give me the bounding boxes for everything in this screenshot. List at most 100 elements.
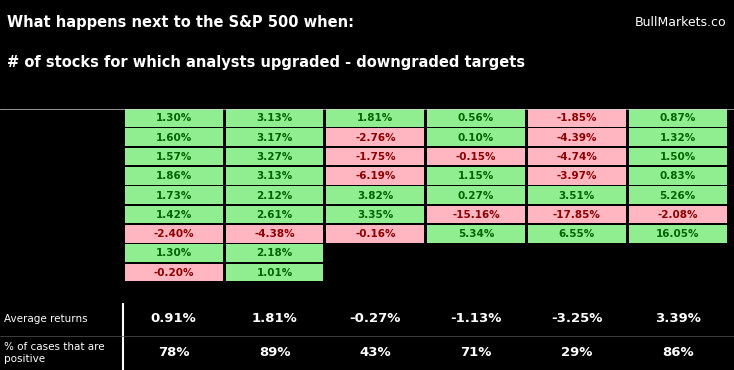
Text: -4.38%: -4.38% bbox=[254, 229, 295, 239]
FancyBboxPatch shape bbox=[125, 128, 222, 146]
FancyBboxPatch shape bbox=[327, 128, 424, 146]
Text: 1.15%: 1.15% bbox=[458, 171, 494, 181]
FancyBboxPatch shape bbox=[427, 128, 525, 146]
FancyBboxPatch shape bbox=[125, 206, 222, 223]
Text: March 26, 2019: March 26, 2019 bbox=[4, 191, 85, 201]
Text: 1.32%: 1.32% bbox=[660, 132, 696, 142]
FancyBboxPatch shape bbox=[629, 206, 727, 223]
FancyBboxPatch shape bbox=[225, 167, 324, 185]
FancyBboxPatch shape bbox=[327, 148, 424, 165]
FancyBboxPatch shape bbox=[327, 167, 424, 185]
Text: 0.91%: 0.91% bbox=[151, 312, 197, 325]
Text: 5.34%: 5.34% bbox=[458, 229, 494, 239]
Text: 1.30%: 1.30% bbox=[156, 113, 192, 123]
FancyBboxPatch shape bbox=[528, 186, 626, 204]
Text: 1.73%: 1.73% bbox=[156, 191, 192, 201]
Text: 1.30%: 1.30% bbox=[156, 249, 192, 259]
FancyBboxPatch shape bbox=[225, 186, 324, 204]
FancyBboxPatch shape bbox=[225, 264, 324, 281]
Text: % of cases that are
positive: % of cases that are positive bbox=[4, 342, 104, 364]
Text: 0.56%: 0.56% bbox=[458, 113, 494, 123]
FancyBboxPatch shape bbox=[125, 244, 222, 262]
FancyBboxPatch shape bbox=[125, 148, 222, 165]
FancyBboxPatch shape bbox=[125, 225, 222, 243]
Text: January 9, 2018: January 9, 2018 bbox=[4, 171, 86, 181]
Text: 3 months later: 3 months later bbox=[541, 89, 613, 99]
FancyBboxPatch shape bbox=[528, 206, 626, 223]
Text: -3.25%: -3.25% bbox=[551, 312, 603, 325]
FancyBboxPatch shape bbox=[528, 225, 626, 243]
Text: -0.16%: -0.16% bbox=[355, 229, 396, 239]
Text: 1.50%: 1.50% bbox=[660, 152, 696, 162]
Text: 3.27%: 3.27% bbox=[256, 152, 293, 162]
Text: January 6, 2021: January 6, 2021 bbox=[4, 287, 86, 297]
Text: 2 weeks later: 2 weeks later bbox=[241, 89, 308, 99]
Text: 3.39%: 3.39% bbox=[655, 312, 701, 325]
FancyBboxPatch shape bbox=[629, 128, 727, 146]
FancyBboxPatch shape bbox=[528, 128, 626, 146]
FancyBboxPatch shape bbox=[528, 148, 626, 165]
Text: 89%: 89% bbox=[259, 346, 290, 359]
Text: 78%: 78% bbox=[158, 346, 189, 359]
Text: # of stocks for which analysts upgraded - downgraded targets: # of stocks for which analysts upgraded … bbox=[7, 54, 526, 70]
Text: -15.16%: -15.16% bbox=[452, 210, 500, 220]
Text: 1.01%: 1.01% bbox=[256, 268, 293, 278]
Text: 16.05%: 16.05% bbox=[656, 229, 700, 239]
FancyBboxPatch shape bbox=[629, 167, 727, 185]
Text: 0.10%: 0.10% bbox=[458, 132, 494, 142]
Text: 3.17%: 3.17% bbox=[256, 132, 293, 142]
Text: 3.82%: 3.82% bbox=[357, 191, 393, 201]
FancyBboxPatch shape bbox=[327, 186, 424, 204]
FancyBboxPatch shape bbox=[225, 148, 324, 165]
Text: January 5, 2018: January 5, 2018 bbox=[4, 152, 86, 162]
Text: -2.76%: -2.76% bbox=[355, 132, 396, 142]
Text: June 10, 2020: June 10, 2020 bbox=[4, 229, 76, 239]
Text: -1.13%: -1.13% bbox=[451, 312, 502, 325]
Text: 2 months later: 2 months later bbox=[440, 89, 512, 99]
FancyBboxPatch shape bbox=[125, 109, 222, 127]
FancyBboxPatch shape bbox=[427, 225, 525, 243]
Text: -0.20%: -0.20% bbox=[153, 268, 194, 278]
FancyBboxPatch shape bbox=[125, 167, 222, 185]
FancyBboxPatch shape bbox=[125, 264, 222, 281]
FancyBboxPatch shape bbox=[225, 109, 324, 127]
Text: 3.13%: 3.13% bbox=[256, 113, 293, 123]
Text: 86%: 86% bbox=[662, 346, 694, 359]
Text: -1.85%: -1.85% bbox=[556, 113, 597, 123]
Text: 3.51%: 3.51% bbox=[559, 191, 595, 201]
Text: BullMarkets.co: BullMarkets.co bbox=[635, 16, 727, 29]
Text: 2.18%: 2.18% bbox=[256, 249, 293, 259]
Text: 0.83%: 0.83% bbox=[660, 171, 696, 181]
Text: -0.15%: -0.15% bbox=[456, 152, 496, 162]
FancyBboxPatch shape bbox=[629, 225, 727, 243]
FancyBboxPatch shape bbox=[225, 206, 324, 223]
FancyBboxPatch shape bbox=[427, 167, 525, 185]
Text: -6.19%: -6.19% bbox=[355, 171, 396, 181]
FancyBboxPatch shape bbox=[427, 109, 525, 127]
Text: 1.81%: 1.81% bbox=[357, 113, 393, 123]
Text: December 14, 2020: December 14, 2020 bbox=[4, 249, 107, 259]
FancyBboxPatch shape bbox=[327, 109, 424, 127]
Text: 1.60%: 1.60% bbox=[156, 132, 192, 142]
Text: 1 month later: 1 month later bbox=[342, 89, 409, 99]
Text: 71%: 71% bbox=[460, 346, 492, 359]
Text: January 7, 2020: January 7, 2020 bbox=[4, 210, 86, 220]
FancyBboxPatch shape bbox=[225, 244, 324, 262]
Text: 1.81%: 1.81% bbox=[252, 312, 297, 325]
Text: -3.97%: -3.97% bbox=[556, 171, 597, 181]
FancyBboxPatch shape bbox=[125, 186, 222, 204]
Text: January 4, 2018: January 4, 2018 bbox=[4, 132, 86, 142]
Text: 2.61%: 2.61% bbox=[256, 210, 293, 220]
FancyBboxPatch shape bbox=[629, 148, 727, 165]
Text: 2.12%: 2.12% bbox=[256, 191, 293, 201]
Text: -4.39%: -4.39% bbox=[556, 132, 597, 142]
Text: 1.42%: 1.42% bbox=[156, 210, 192, 220]
Text: 1 week later: 1 week later bbox=[143, 89, 204, 99]
FancyBboxPatch shape bbox=[427, 148, 525, 165]
Text: 3.35%: 3.35% bbox=[357, 210, 393, 220]
Text: 29%: 29% bbox=[562, 346, 592, 359]
FancyBboxPatch shape bbox=[225, 128, 324, 146]
Text: January 3, 2018: January 3, 2018 bbox=[4, 113, 86, 123]
FancyBboxPatch shape bbox=[528, 167, 626, 185]
FancyBboxPatch shape bbox=[528, 109, 626, 127]
